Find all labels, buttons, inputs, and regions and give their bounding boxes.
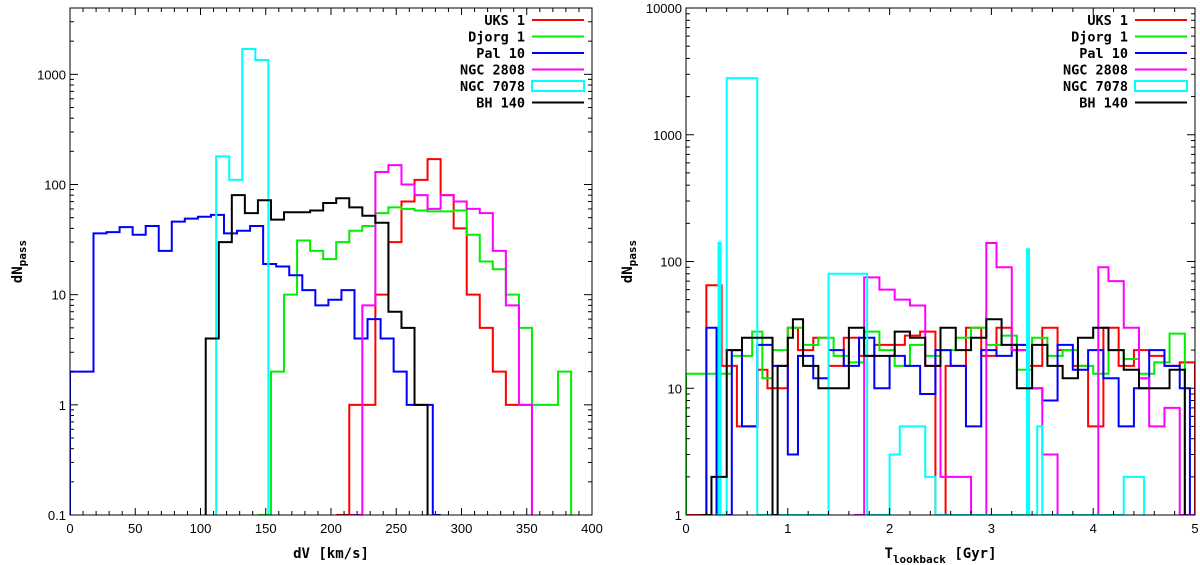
- series-line-ngc-7078: [215, 47, 270, 515]
- legend-label: NGC 7078: [460, 79, 525, 95]
- y-tick-label: 1: [59, 398, 66, 413]
- series-line-ngc-2808: [349, 164, 533, 515]
- y-tick-label: 100: [660, 255, 682, 270]
- x-tick-label: 350: [516, 521, 538, 536]
- series-group: [70, 47, 573, 515]
- x-tick-label: 300: [451, 521, 473, 536]
- legend-label: NGC 2808: [1063, 63, 1128, 79]
- y-axis-label: dNpass: [10, 240, 29, 283]
- x-tick-label: 5: [1191, 521, 1198, 536]
- y-tick-label: 0.1: [48, 508, 66, 523]
- y-tick-label: 100: [44, 177, 66, 192]
- x-tick-label: 0: [682, 521, 689, 536]
- legend-label: Djorg 1: [468, 30, 525, 46]
- series-line-bh-140: [701, 318, 1186, 515]
- legend-label: BH 140: [1079, 96, 1128, 112]
- x-tick-label: 0: [66, 521, 73, 536]
- series-line-pal-10: [70, 213, 441, 515]
- x-axis-label: Tlookback [Gyr]: [885, 546, 997, 565]
- chart-panel-1: 0 50 100 150 200 250 300 350 400 0.1 1 10 100 1000 dV …: [10, 7, 603, 562]
- legend-label: Pal 10: [476, 46, 525, 62]
- x-tick-label: 100: [190, 521, 212, 536]
- series-line-ngc-2808: [853, 241, 1195, 515]
- legend-label: NGC 7078: [1063, 79, 1128, 95]
- legend-label: UKS 1: [1087, 13, 1128, 29]
- y-tick-label: 10: [52, 288, 66, 303]
- y-tick-label: 1000: [653, 128, 682, 143]
- legend-label: NGC 2808: [460, 63, 525, 79]
- series-line-ngc-7078: [716, 77, 1146, 515]
- series-line-bh-140: [204, 194, 429, 515]
- x-tick-label: 2: [886, 521, 893, 536]
- x-tick-label: 4: [1090, 521, 1097, 536]
- x-tick-label: 50: [128, 521, 142, 536]
- legend-swatch: [1134, 80, 1188, 92]
- y-tick-label: 1: [675, 508, 682, 523]
- legend-label: UKS 1: [484, 13, 525, 29]
- legend-label: BH 140: [476, 96, 525, 112]
- series-line-uks-1: [336, 158, 533, 515]
- y-tick-label: 10: [668, 381, 682, 396]
- x-tick-label: 1: [784, 521, 791, 536]
- x-axis-label: dV [km/s]: [293, 546, 369, 562]
- x-tick-label: 150: [255, 521, 277, 536]
- x-tick-label: 400: [581, 521, 603, 536]
- y-axis-label: dNpass: [620, 240, 639, 283]
- legend-label: Pal 10: [1079, 46, 1128, 62]
- series-line-pal-10: [705, 326, 1191, 515]
- x-tick-label: 3: [988, 521, 995, 536]
- x-tick-label: 200: [320, 521, 342, 536]
- y-tick-label: 10000: [646, 1, 682, 16]
- x-tick-label: 250: [385, 521, 407, 536]
- series-group: [686, 77, 1195, 515]
- legend-label: Djorg 1: [1071, 30, 1128, 46]
- y-tick-label: 1000: [37, 67, 66, 82]
- legend-swatch: [531, 80, 585, 92]
